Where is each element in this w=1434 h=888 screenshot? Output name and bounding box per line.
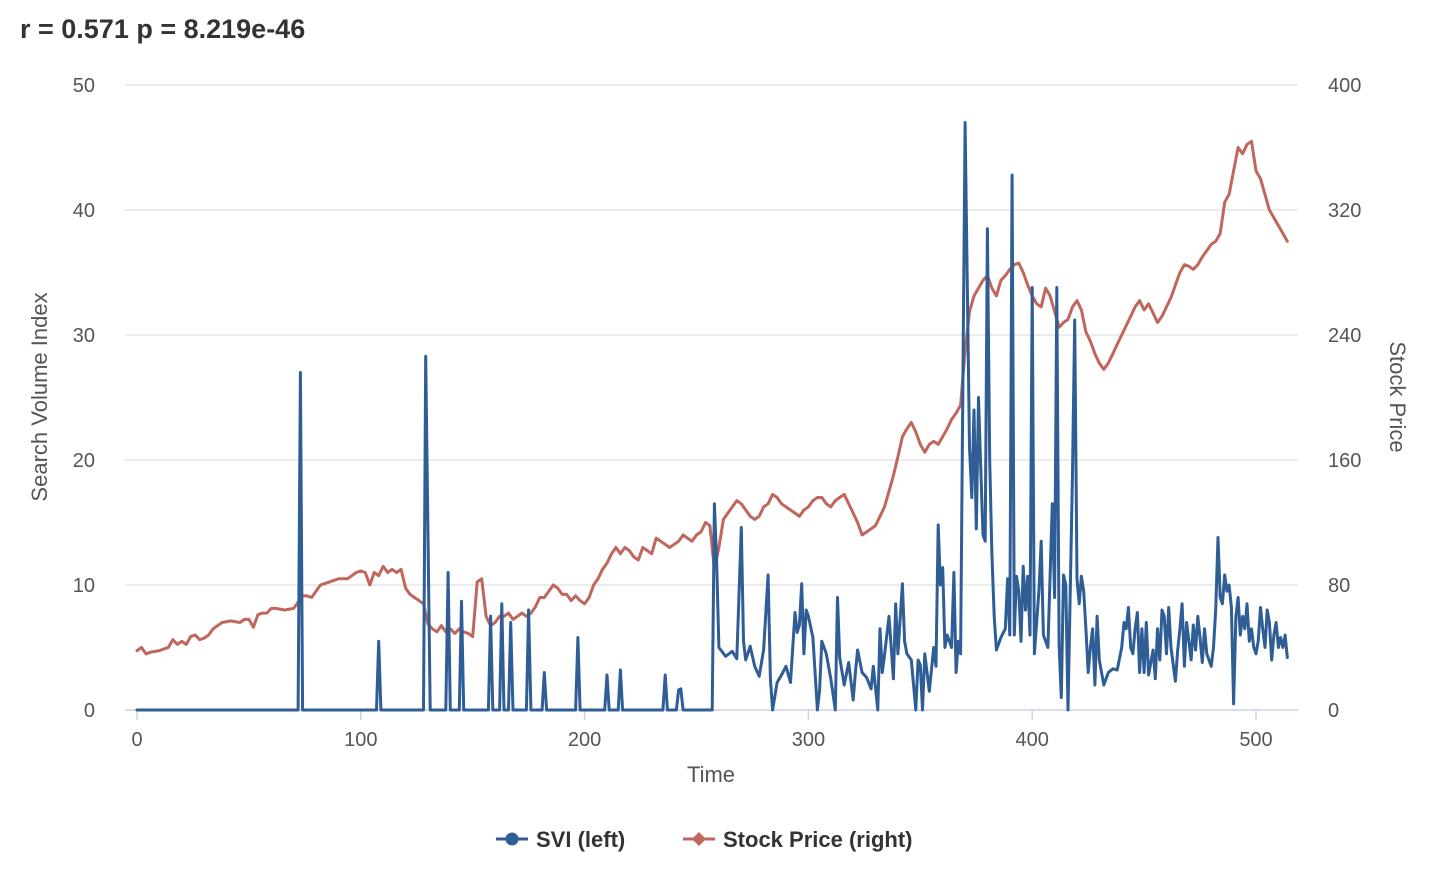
legend-label-stock-price: Stock Price (right) bbox=[723, 827, 912, 852]
legend-item-svi[interactable]: SVI (left) bbox=[496, 827, 625, 852]
y-left-tick-label: 40 bbox=[73, 200, 95, 222]
y-right-tick-label: 80 bbox=[1328, 575, 1350, 597]
series-line-stock-price bbox=[135, 139, 1289, 656]
y-right-tick-label: 320 bbox=[1328, 200, 1361, 222]
y-left-tick-label: 50 bbox=[73, 75, 95, 97]
x-tick-label: 0 bbox=[131, 729, 142, 751]
y-right-tick-label: 240 bbox=[1328, 325, 1361, 347]
y-right-tick-label: 400 bbox=[1328, 75, 1361, 97]
y-right-axis-title: Stock Price bbox=[1385, 341, 1410, 452]
legend-marker-stock-price bbox=[692, 832, 706, 846]
chart-title: r = 0.571 p = 8.219e-46 bbox=[20, 14, 306, 44]
legend: SVI (left) Stock Price (right) bbox=[496, 827, 912, 852]
y-left-axis-title: Search Volume Index bbox=[27, 292, 52, 501]
series-layer bbox=[135, 121, 1289, 712]
y-right-tick-label: 160 bbox=[1328, 450, 1361, 472]
y-left-tick-label: 20 bbox=[73, 450, 95, 472]
x-tick-label: 200 bbox=[568, 729, 601, 751]
x-tick-label: 500 bbox=[1239, 729, 1272, 751]
x-tick-label: 100 bbox=[344, 729, 377, 751]
x-tick-label: 400 bbox=[1016, 729, 1049, 751]
y-left-tick-label: 10 bbox=[73, 575, 95, 597]
x-tick-label: 300 bbox=[792, 729, 825, 751]
legend-item-stock-price[interactable]: Stock Price (right) bbox=[683, 827, 912, 852]
y-left-tick-label: 30 bbox=[73, 325, 95, 347]
x-axis-title: Time bbox=[687, 762, 735, 787]
series-line-svi bbox=[135, 121, 1289, 712]
y-right-tick-label: 0 bbox=[1328, 700, 1339, 722]
y-left-tick-label: 0 bbox=[84, 700, 95, 722]
legend-label-svi: SVI (left) bbox=[536, 827, 625, 852]
legend-marker-svi bbox=[505, 832, 519, 846]
